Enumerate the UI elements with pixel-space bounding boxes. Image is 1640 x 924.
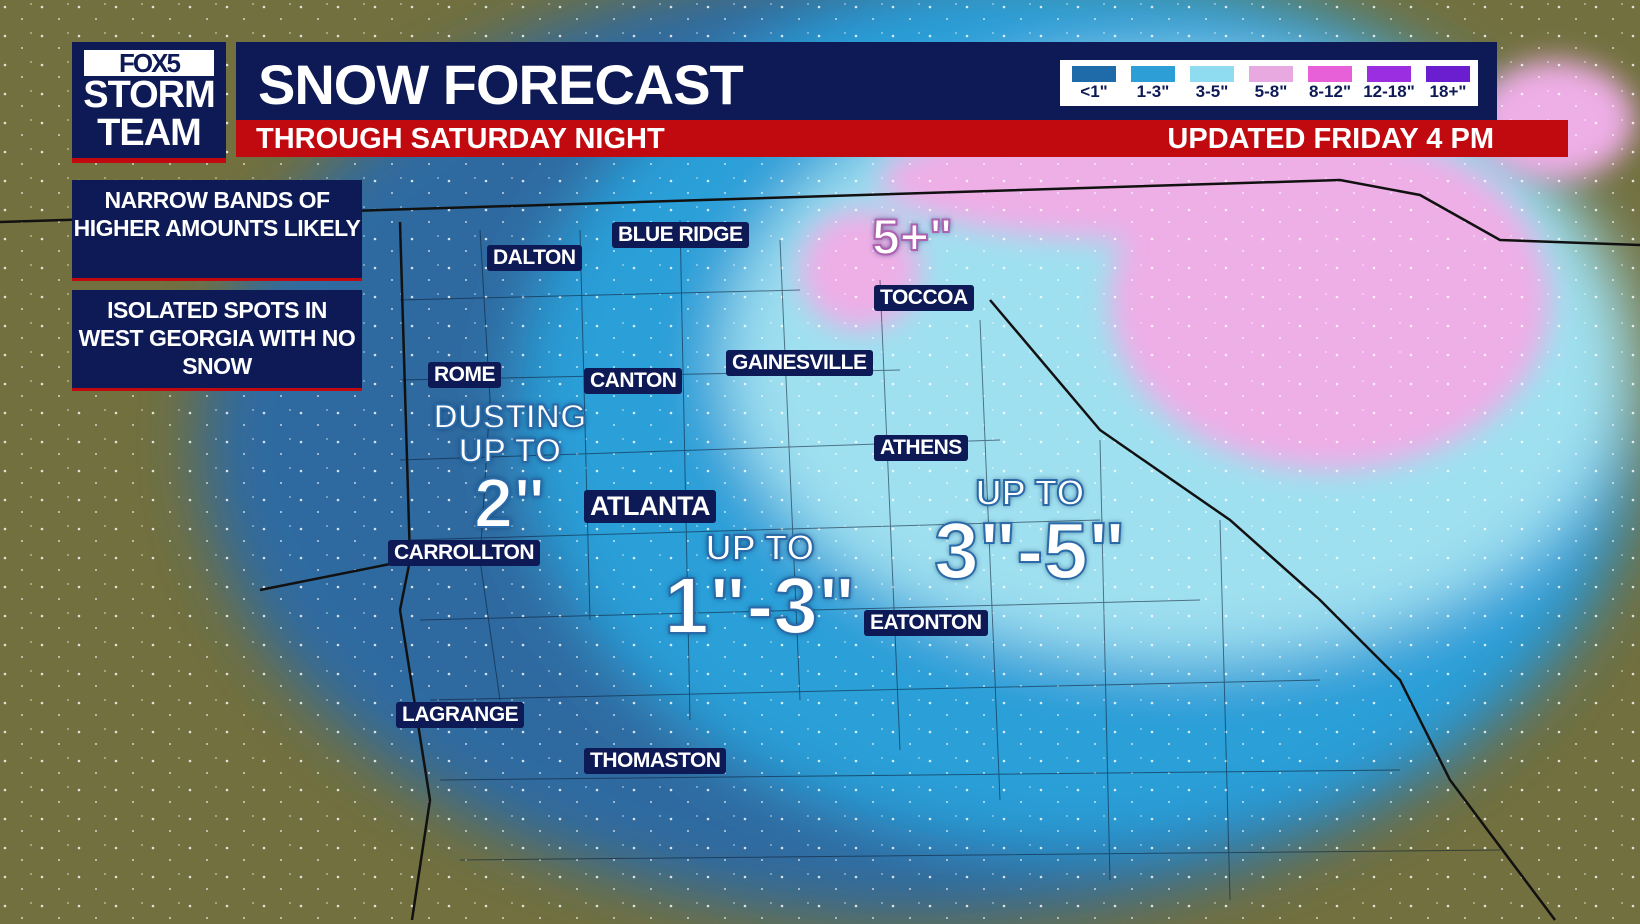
time-range: THROUGH SATURDAY NIGHT: [256, 123, 665, 155]
city-label: ROME: [428, 362, 501, 388]
legend-swatch: [1308, 66, 1352, 82]
legend-label: <1": [1080, 82, 1108, 101]
amount-west: DUSTING UP TO 2": [433, 398, 588, 542]
county-lines: [399, 219, 1501, 901]
legend-swatch: [1367, 66, 1411, 82]
note-no-snow: ISOLATED SPOTS IN WEST GEORGIA WITH NO S…: [72, 290, 362, 391]
updated-time: UPDATED FRIDAY 4 PM: [1167, 123, 1494, 155]
city-label: CANTON: [584, 368, 683, 394]
page-title: SNOW FORECAST: [258, 53, 744, 116]
subtitle-bar: THROUGH SATURDAY NIGHT UPDATED FRIDAY 4 …: [236, 120, 1568, 157]
city-label: THOMASTON: [584, 748, 727, 774]
city-label: ATHENS: [874, 435, 968, 461]
city-label: LAGRANGE: [396, 702, 525, 728]
legend-item: 12-18": [1361, 66, 1417, 102]
legend-swatch: [1190, 66, 1234, 82]
legend-swatch: [1072, 66, 1116, 82]
legend-label: 5-8": [1254, 82, 1288, 101]
legend-item: 1-3": [1125, 66, 1181, 102]
amount-east: UP TO 3"-5": [933, 472, 1126, 595]
city-label: BLUE RIDGE: [612, 222, 749, 248]
legend-swatch: [1131, 66, 1175, 82]
city-label: TOCCOA: [874, 285, 974, 311]
legend-item: 8-12": [1302, 66, 1358, 102]
state-borders: [0, 178, 1640, 921]
amount-central: UP TO 1"-3": [663, 527, 856, 650]
city-label: GAINESVILLE: [726, 350, 873, 376]
city-label: CARROLLTON: [388, 540, 541, 566]
legend-item: <1": [1066, 66, 1122, 102]
city-label: EATONTON: [864, 610, 988, 636]
legend-label: 18+": [1429, 82, 1467, 101]
legend-label: 8-12": [1308, 82, 1352, 101]
legend-item: 18+": [1420, 66, 1476, 102]
legend-item: 5-8": [1243, 66, 1299, 102]
legend-label: 3-5": [1195, 82, 1229, 101]
snowfall-legend: <1" 1-3" 3-5" 5-8" 8-12" 12-18" 18+": [1060, 60, 1478, 106]
legend-label: 1-3": [1136, 82, 1170, 101]
legend-item: 3-5": [1184, 66, 1240, 102]
city-label: ATLANTA: [584, 490, 716, 523]
note-higher-amounts: NARROW BANDS OF HIGHER AMOUNTS LIKELY: [72, 180, 362, 281]
legend-swatch: [1426, 66, 1470, 82]
legend-label: 12-18": [1363, 82, 1415, 101]
legend-swatch: [1249, 66, 1293, 82]
city-label: DALTON: [487, 245, 582, 271]
amount-north: 5+": [871, 209, 954, 265]
fox5-storm-team-logo: FOX5 STORM TEAM: [72, 42, 226, 163]
